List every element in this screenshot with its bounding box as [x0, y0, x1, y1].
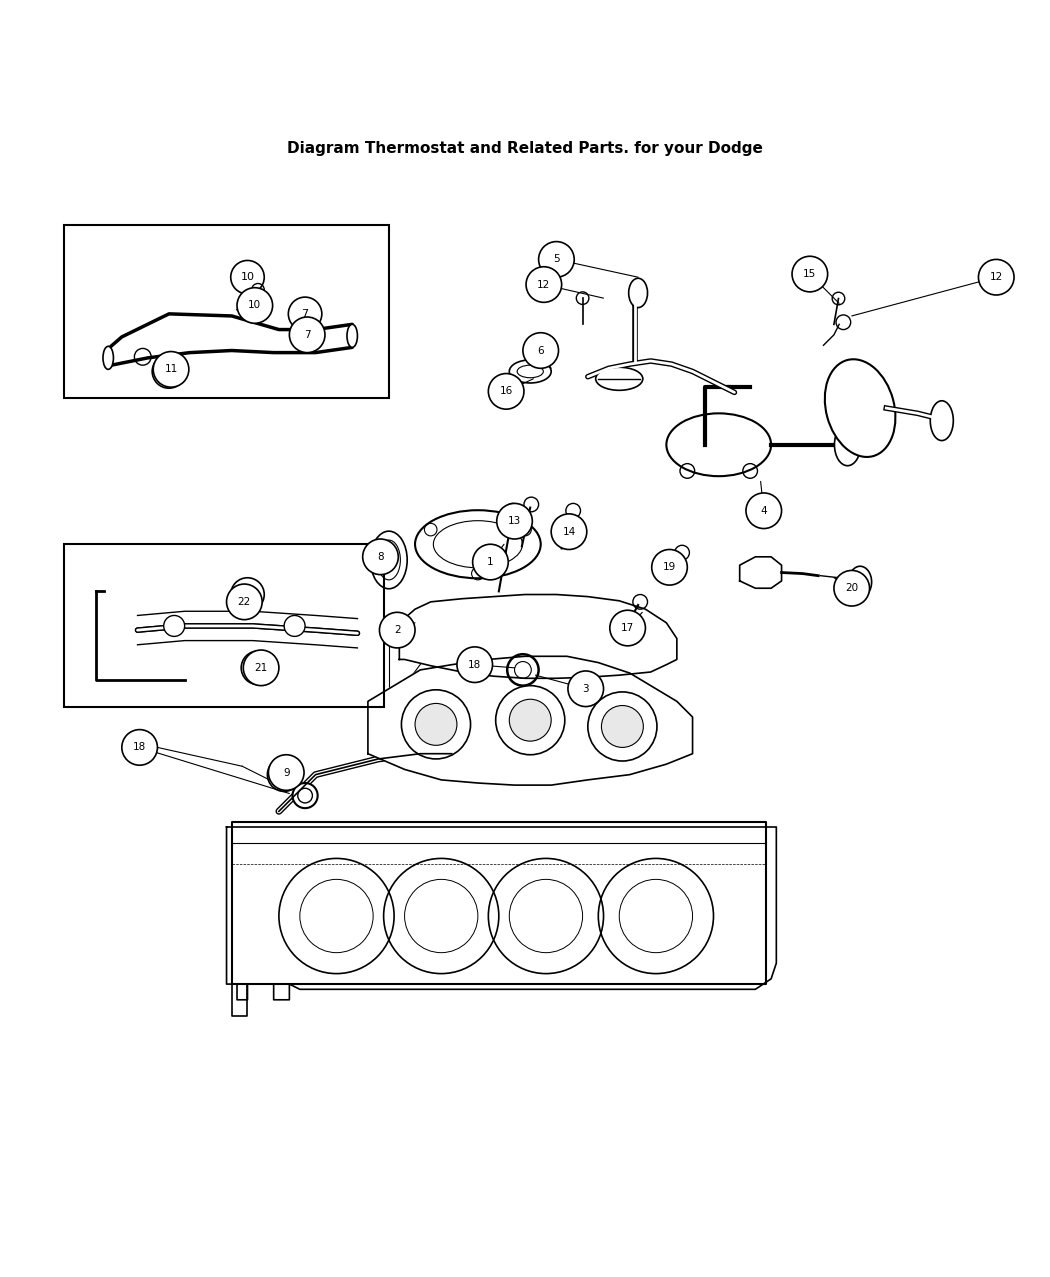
Text: 22: 22 — [240, 590, 254, 599]
Text: 9: 9 — [280, 770, 288, 780]
Text: 19: 19 — [663, 562, 676, 572]
Circle shape — [164, 616, 185, 636]
Circle shape — [488, 374, 524, 409]
Ellipse shape — [595, 368, 643, 391]
Circle shape — [566, 503, 581, 518]
Circle shape — [833, 292, 845, 305]
Text: 12: 12 — [538, 280, 550, 290]
Ellipse shape — [825, 359, 896, 457]
Text: 10: 10 — [240, 272, 254, 282]
Circle shape — [551, 513, 587, 549]
Text: 18: 18 — [133, 742, 146, 752]
Circle shape — [602, 705, 644, 747]
Text: 11: 11 — [162, 366, 176, 377]
Text: 21: 21 — [254, 663, 268, 673]
Circle shape — [269, 755, 304, 790]
Ellipse shape — [930, 401, 953, 441]
Text: 7: 7 — [303, 329, 311, 340]
Circle shape — [526, 267, 562, 303]
Text: 5: 5 — [553, 254, 560, 264]
Polygon shape — [227, 827, 776, 1000]
Ellipse shape — [346, 324, 357, 347]
Circle shape — [834, 571, 869, 607]
Text: 1: 1 — [487, 557, 494, 567]
Circle shape — [237, 287, 273, 323]
Circle shape — [244, 650, 279, 686]
Text: 14: 14 — [563, 526, 575, 536]
Circle shape — [415, 704, 457, 746]
Polygon shape — [739, 557, 781, 589]
Circle shape — [496, 686, 565, 755]
Text: 3: 3 — [583, 683, 589, 693]
Circle shape — [588, 692, 657, 761]
Circle shape — [153, 351, 189, 387]
Bar — [64, 225, 388, 397]
Ellipse shape — [103, 346, 113, 369]
Text: 2: 2 — [394, 626, 400, 635]
Text: 20: 20 — [845, 584, 858, 594]
Circle shape — [610, 610, 646, 646]
Circle shape — [401, 690, 470, 759]
Circle shape — [505, 503, 520, 518]
Bar — [64, 544, 383, 706]
Circle shape — [652, 549, 688, 585]
Polygon shape — [368, 656, 693, 785]
Circle shape — [293, 783, 318, 808]
Text: 13: 13 — [508, 516, 521, 526]
Circle shape — [497, 503, 532, 539]
Text: 16: 16 — [500, 387, 512, 396]
Text: 10: 10 — [248, 300, 261, 310]
Text: 9: 9 — [282, 767, 290, 778]
Circle shape — [792, 257, 827, 292]
Text: 6: 6 — [538, 346, 544, 355]
Ellipse shape — [835, 424, 861, 466]
Ellipse shape — [415, 511, 541, 578]
Circle shape — [633, 595, 648, 609]
Circle shape — [285, 616, 306, 636]
Text: 18: 18 — [468, 660, 481, 669]
Ellipse shape — [371, 531, 407, 589]
Ellipse shape — [509, 360, 551, 383]
Text: 4: 4 — [760, 506, 768, 516]
Circle shape — [539, 241, 574, 277]
Text: 17: 17 — [621, 623, 634, 633]
Circle shape — [576, 292, 589, 304]
Text: 12: 12 — [989, 272, 1003, 282]
Circle shape — [507, 654, 539, 686]
Text: 8: 8 — [377, 552, 384, 562]
Circle shape — [362, 539, 398, 575]
Text: 21: 21 — [251, 663, 265, 673]
Circle shape — [457, 647, 492, 682]
Text: 15: 15 — [803, 269, 817, 280]
Text: Diagram Thermostat and Related Parts. for your Dodge: Diagram Thermostat and Related Parts. fo… — [287, 140, 763, 156]
Circle shape — [675, 545, 690, 559]
Circle shape — [746, 493, 781, 529]
Circle shape — [472, 544, 508, 580]
Text: 22: 22 — [237, 596, 251, 607]
Ellipse shape — [667, 414, 771, 476]
Polygon shape — [399, 595, 677, 678]
Circle shape — [290, 317, 326, 352]
Ellipse shape — [629, 278, 648, 308]
Ellipse shape — [848, 566, 872, 598]
Circle shape — [227, 584, 262, 619]
Circle shape — [524, 497, 539, 512]
Text: 11: 11 — [165, 364, 177, 374]
Polygon shape — [232, 822, 765, 985]
Text: 7: 7 — [301, 309, 309, 319]
Circle shape — [509, 700, 551, 741]
Circle shape — [568, 670, 604, 706]
Circle shape — [379, 612, 415, 647]
Circle shape — [122, 729, 158, 765]
Circle shape — [979, 259, 1014, 295]
Circle shape — [523, 333, 559, 368]
